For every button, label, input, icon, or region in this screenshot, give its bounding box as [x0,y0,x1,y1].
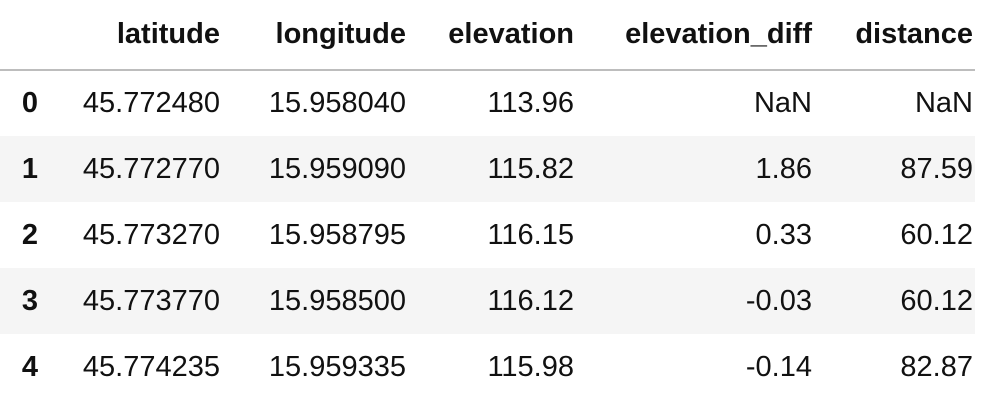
cell-elevation-diff: -0.14 [745,350,812,383]
cell-longitude: 15.959335 [268,350,406,383]
cell-longitude: 15.958500 [268,284,406,317]
row-index: 2 [21,218,38,251]
table-row: 2 45.773270 15.958795 116.15 0.33 60.12 [0,202,975,268]
cell-distance: 60.12 [900,218,973,251]
cell-distance: 60.12 [900,284,973,317]
cell-elevation: 113.96 [487,87,574,119]
cell-elevation-diff: -0.03 [745,284,812,317]
table-row: 3 45.773770 15.958500 116.12 -0.03 60.12 [0,268,975,334]
header-elevation: elevation [408,0,576,71]
header-index [0,0,40,71]
table-row: 1 45.772770 15.959090 115.82 1.86 87.59 [0,136,975,202]
dataframe-table: latitude longitude elevation elevation_d… [0,0,975,400]
cell-latitude: 45.773770 [82,284,220,317]
cell-distance: 87.59 [900,152,973,185]
header-elevation-diff: elevation_diff [576,0,814,71]
cell-elevation-diff: 1.86 [755,152,812,185]
cell-longitude: 15.959090 [268,152,406,185]
row-index: 4 [21,350,38,383]
cell-elevation: 116.12 [487,284,574,317]
table-row: 0 45.772480 15.958040 113.96 NaN NaN [0,70,975,136]
header-longitude: longitude [222,0,408,71]
cell-elevation: 116.15 [487,218,574,251]
cell-latitude: 45.772770 [82,152,220,185]
cell-longitude: 15.958040 [268,87,406,119]
cell-elevation: 115.82 [487,152,574,185]
row-index: 1 [21,152,38,185]
cell-longitude: 15.958795 [268,218,406,251]
header-latitude: latitude [40,0,222,71]
cell-latitude: 45.773270 [82,218,220,251]
cell-distance: NaN [914,87,973,119]
table-row: 4 45.774235 15.959335 115.98 -0.14 82.87 [0,334,975,400]
cell-latitude: 45.774235 [82,350,220,383]
header-distance: distance [814,0,975,71]
row-index: 3 [21,284,38,317]
row-index: 0 [21,87,38,119]
cell-elevation-diff: NaN [753,87,812,119]
header-row: latitude longitude elevation elevation_d… [0,0,975,71]
cell-latitude: 45.772480 [82,87,220,119]
cell-elevation-diff: 0.33 [755,218,812,251]
cell-elevation: 115.98 [487,350,574,383]
cell-distance: 82.87 [900,350,973,383]
